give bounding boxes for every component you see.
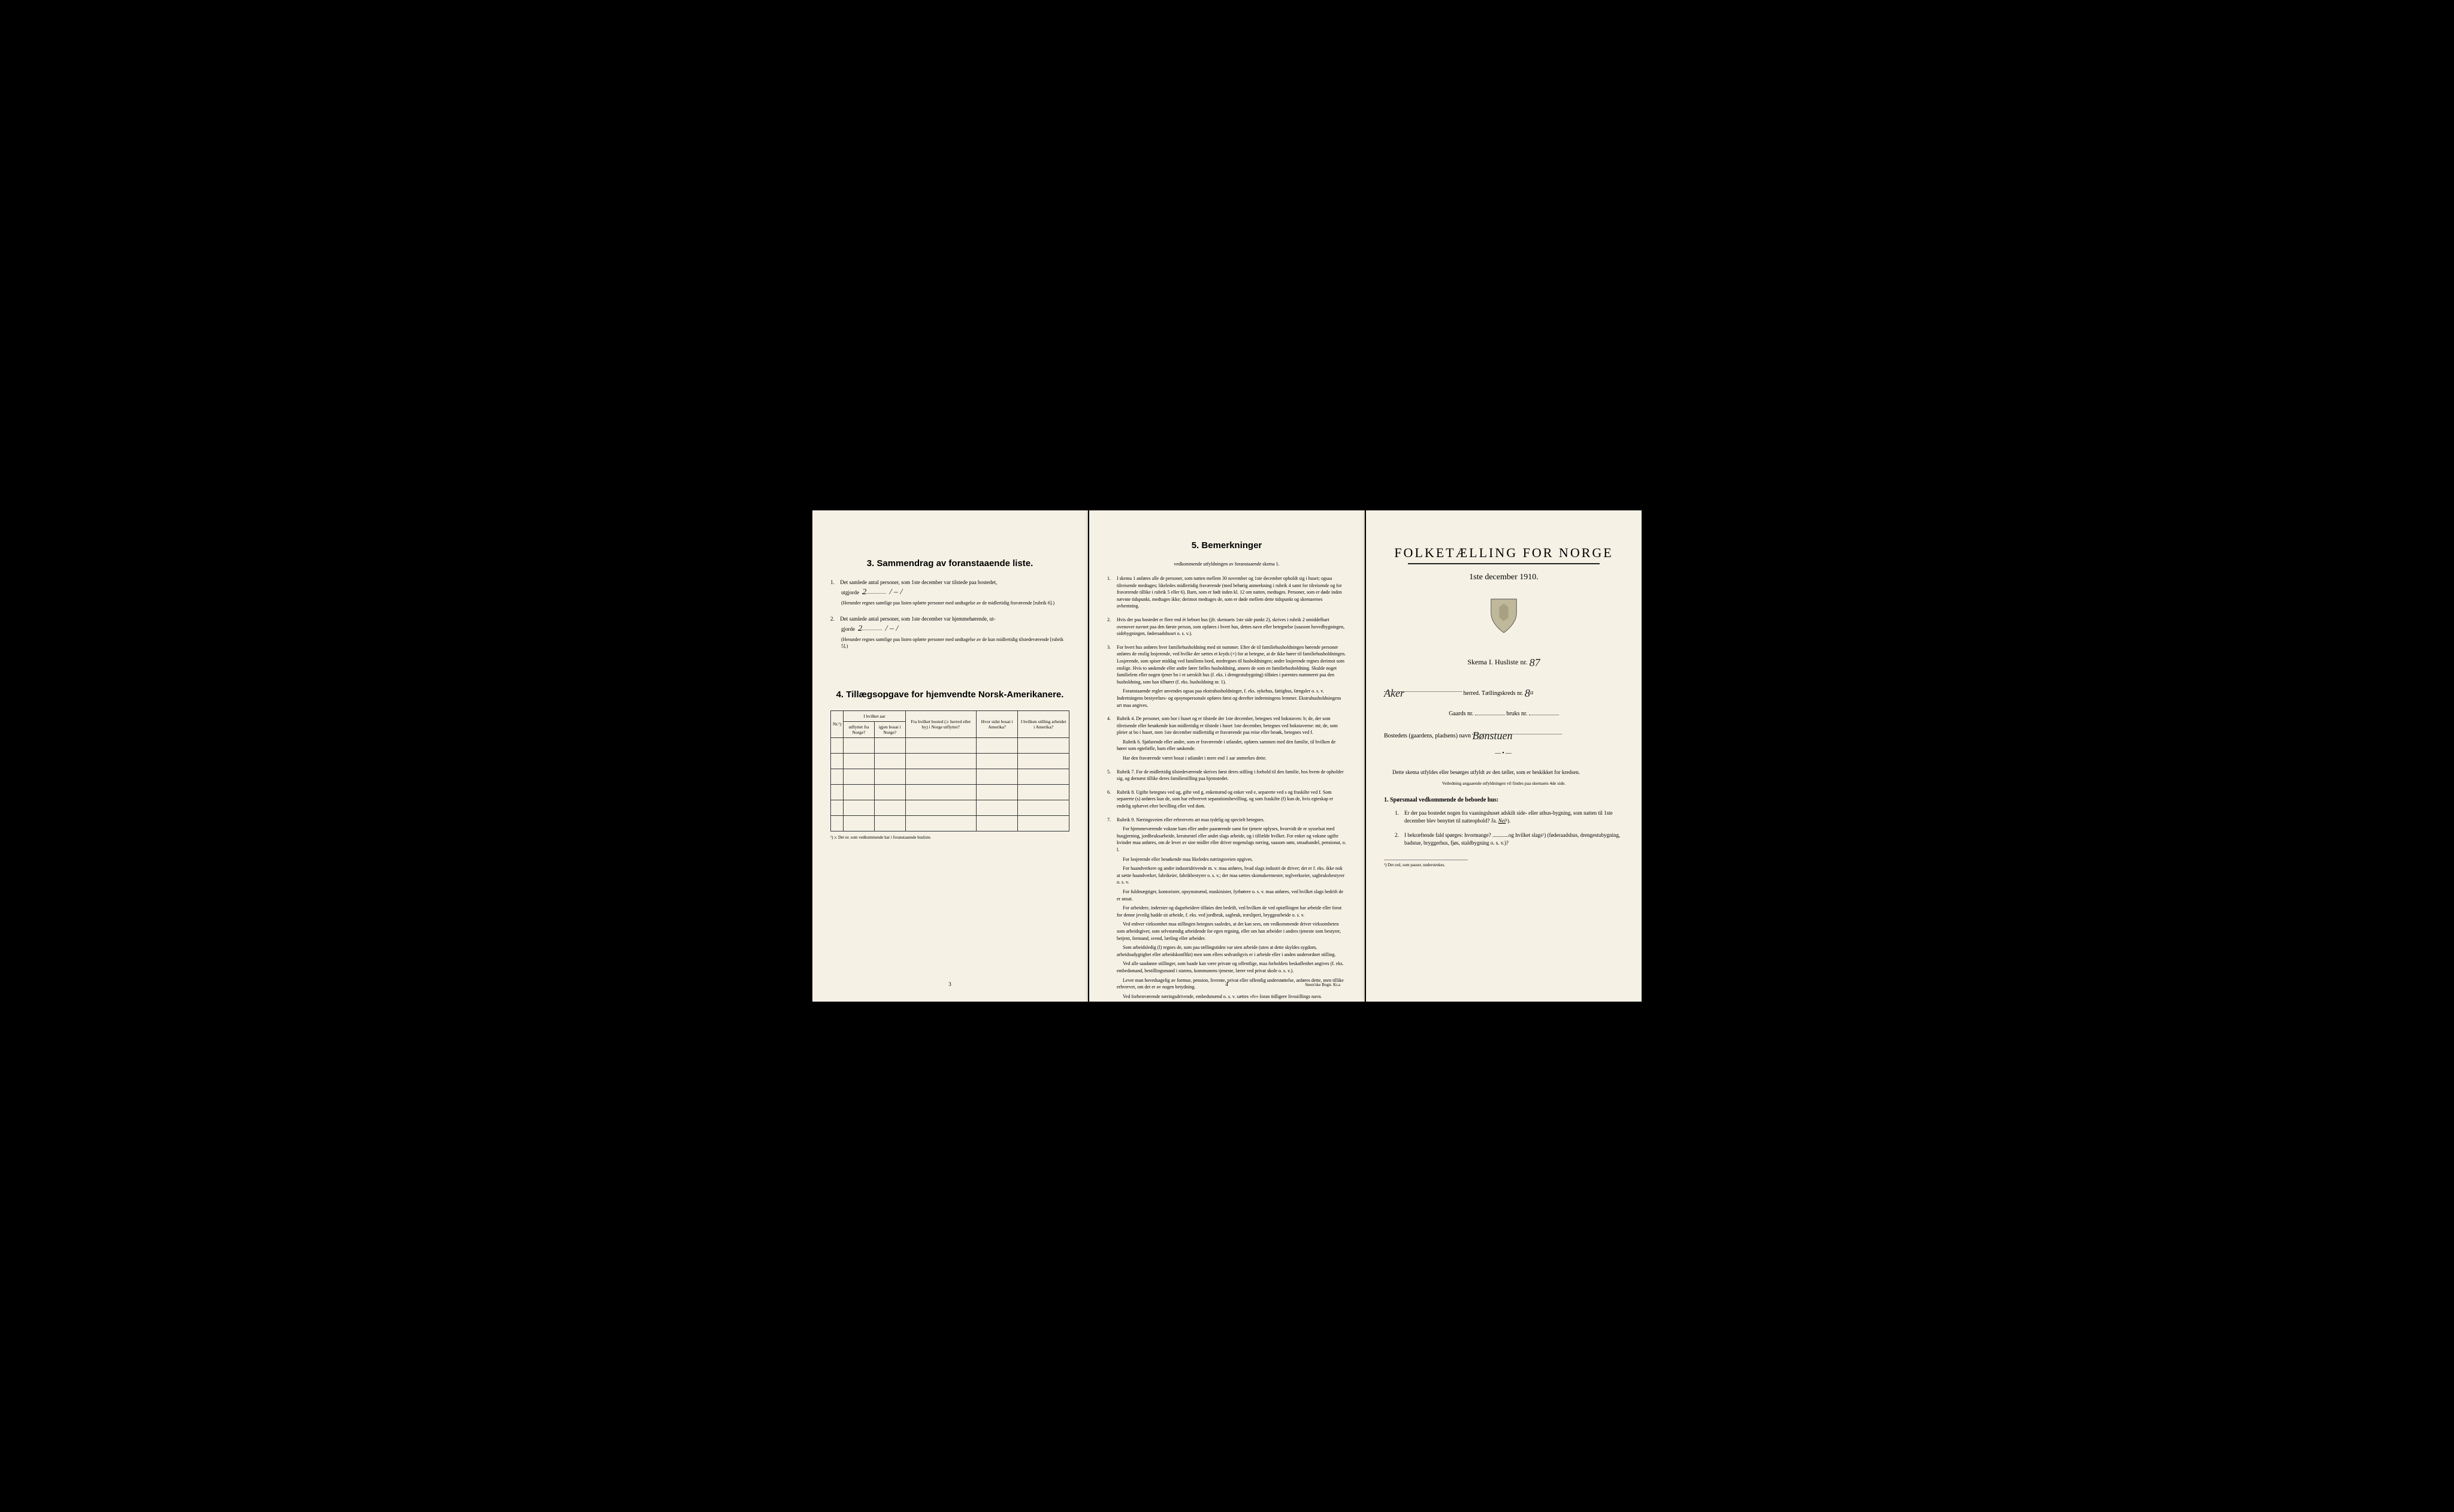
- sub-question-2: 2. I bekræftende fald spørges: hvormange…: [1395, 831, 1624, 848]
- q1-note: (Herunder regnes samtlige paa listen opf…: [841, 600, 1069, 606]
- remark-item: 4.Rubrik 4. De personer, som bor i huset…: [1107, 715, 1346, 764]
- bosted-value: Bønstuen: [1472, 730, 1512, 742]
- instruction-1: Dette skema utfyldes eller besørges utfy…: [1384, 769, 1624, 777]
- table-footnote: ¹) ɔ: Det nr. som vedkommende har i fora…: [830, 835, 1069, 840]
- coat-of-arms-icon: [1384, 595, 1624, 639]
- gaards-row: Gaards nr. bruks nr.: [1384, 709, 1624, 717]
- remark-item: 3.For hvert hus anføres hver familiehush…: [1107, 644, 1346, 711]
- remark-item: 1.I skema 1 anføres alle de personer, so…: [1107, 575, 1346, 612]
- table-row: [831, 815, 1069, 831]
- cover-footnote: ¹) Det ord, som passer, understrekes.: [1384, 863, 1624, 867]
- page-number-3: 3: [948, 981, 951, 987]
- remark-item: 2.Hvis der paa bostedet er flere end ét …: [1107, 616, 1346, 640]
- main-title: FOLKETÆLLING FOR NORGE: [1384, 545, 1624, 561]
- ornament-icon: ―•―: [1384, 750, 1624, 757]
- section-5-title: 5. Bemerkninger: [1107, 540, 1346, 551]
- census-date: 1ste december 1910.: [1384, 573, 1624, 582]
- q1-value: 2: [862, 588, 866, 597]
- printer-mark: Steen'ske Bogtr. Kr.a: [1305, 982, 1340, 987]
- title-rule: [1408, 563, 1600, 564]
- herred-row: Aker herred. Tællingskreds nr. 8a: [1384, 685, 1624, 698]
- page-number-4: 4: [1225, 981, 1228, 987]
- section-3-title: 3. Sammendrag av foranstaaende liste.: [830, 558, 1069, 568]
- page-4: 5. Bemerkninger vedkommende utfyldningen…: [1089, 510, 1365, 1002]
- q1-value-row: utgjorde 2 / – /: [841, 588, 1069, 597]
- herred-value: Aker: [1384, 687, 1404, 699]
- remark-item: 5.Rubrik 7. For de midlertidig tilstedev…: [1107, 769, 1346, 785]
- table-row: [831, 784, 1069, 800]
- table-row: [831, 753, 1069, 769]
- answer-nei: Nei: [1498, 818, 1506, 824]
- bosted-row: Bostedets (gaardens, pladsens) navn Bøns…: [1384, 728, 1624, 739]
- table-row: [831, 769, 1069, 784]
- remark-item: 8.Rubrik 14. Sinker og lignende aandsslo…: [1107, 1006, 1346, 1023]
- page-3: 3. Sammendrag av foranstaaende liste. 1.…: [812, 510, 1088, 1002]
- husliste-nr: 87: [1530, 657, 1540, 669]
- question-1-heading: 1. Spørsmaal vedkommende de beboede hus:: [1384, 797, 1624, 803]
- q2-note: (Herunder regnes samtlige paa listen opf…: [841, 636, 1069, 649]
- remarks-list: 1.I skema 1 anføres alle de personer, so…: [1107, 575, 1346, 1023]
- section-5-subtitle: vedkommende utfyldningen av foranstaaend…: [1107, 561, 1346, 567]
- q2-value: 2: [858, 624, 862, 633]
- q1: 1. Det samlede antal personer, som 1ste …: [830, 579, 1069, 585]
- remark-item: 7.Rubrik 9. Næringsveien eller erhvervet…: [1107, 817, 1346, 1003]
- section-4-title: 4. Tillægsopgave for hjemvendte Norsk-Am…: [830, 690, 1069, 700]
- kreds-nr: 8: [1525, 687, 1530, 699]
- sub-question-1: 1. Er der paa bostedet nogen fra vaaning…: [1395, 809, 1624, 825]
- page-cover: FOLKETÆLLING FOR NORGE 1ste december 191…: [1366, 510, 1642, 1002]
- skema-line: Skema I. Husliste nr. 87: [1384, 655, 1624, 667]
- q2: 2. Det samlede antal personer, som 1ste …: [830, 616, 1069, 622]
- emigrant-table: Nr.¹) I hvilket aar Fra hvilket bosted (…: [830, 710, 1069, 831]
- q2-value-row: gjorde 2 / – /: [841, 624, 1069, 634]
- instruction-2: Veiledning angaaende utfyldningen vil fi…: [1384, 781, 1624, 786]
- table-row: [831, 800, 1069, 815]
- remark-item: 6.Rubrik 8. Ugifte betegnes ved ug, gift…: [1107, 789, 1346, 812]
- table-row: [831, 737, 1069, 753]
